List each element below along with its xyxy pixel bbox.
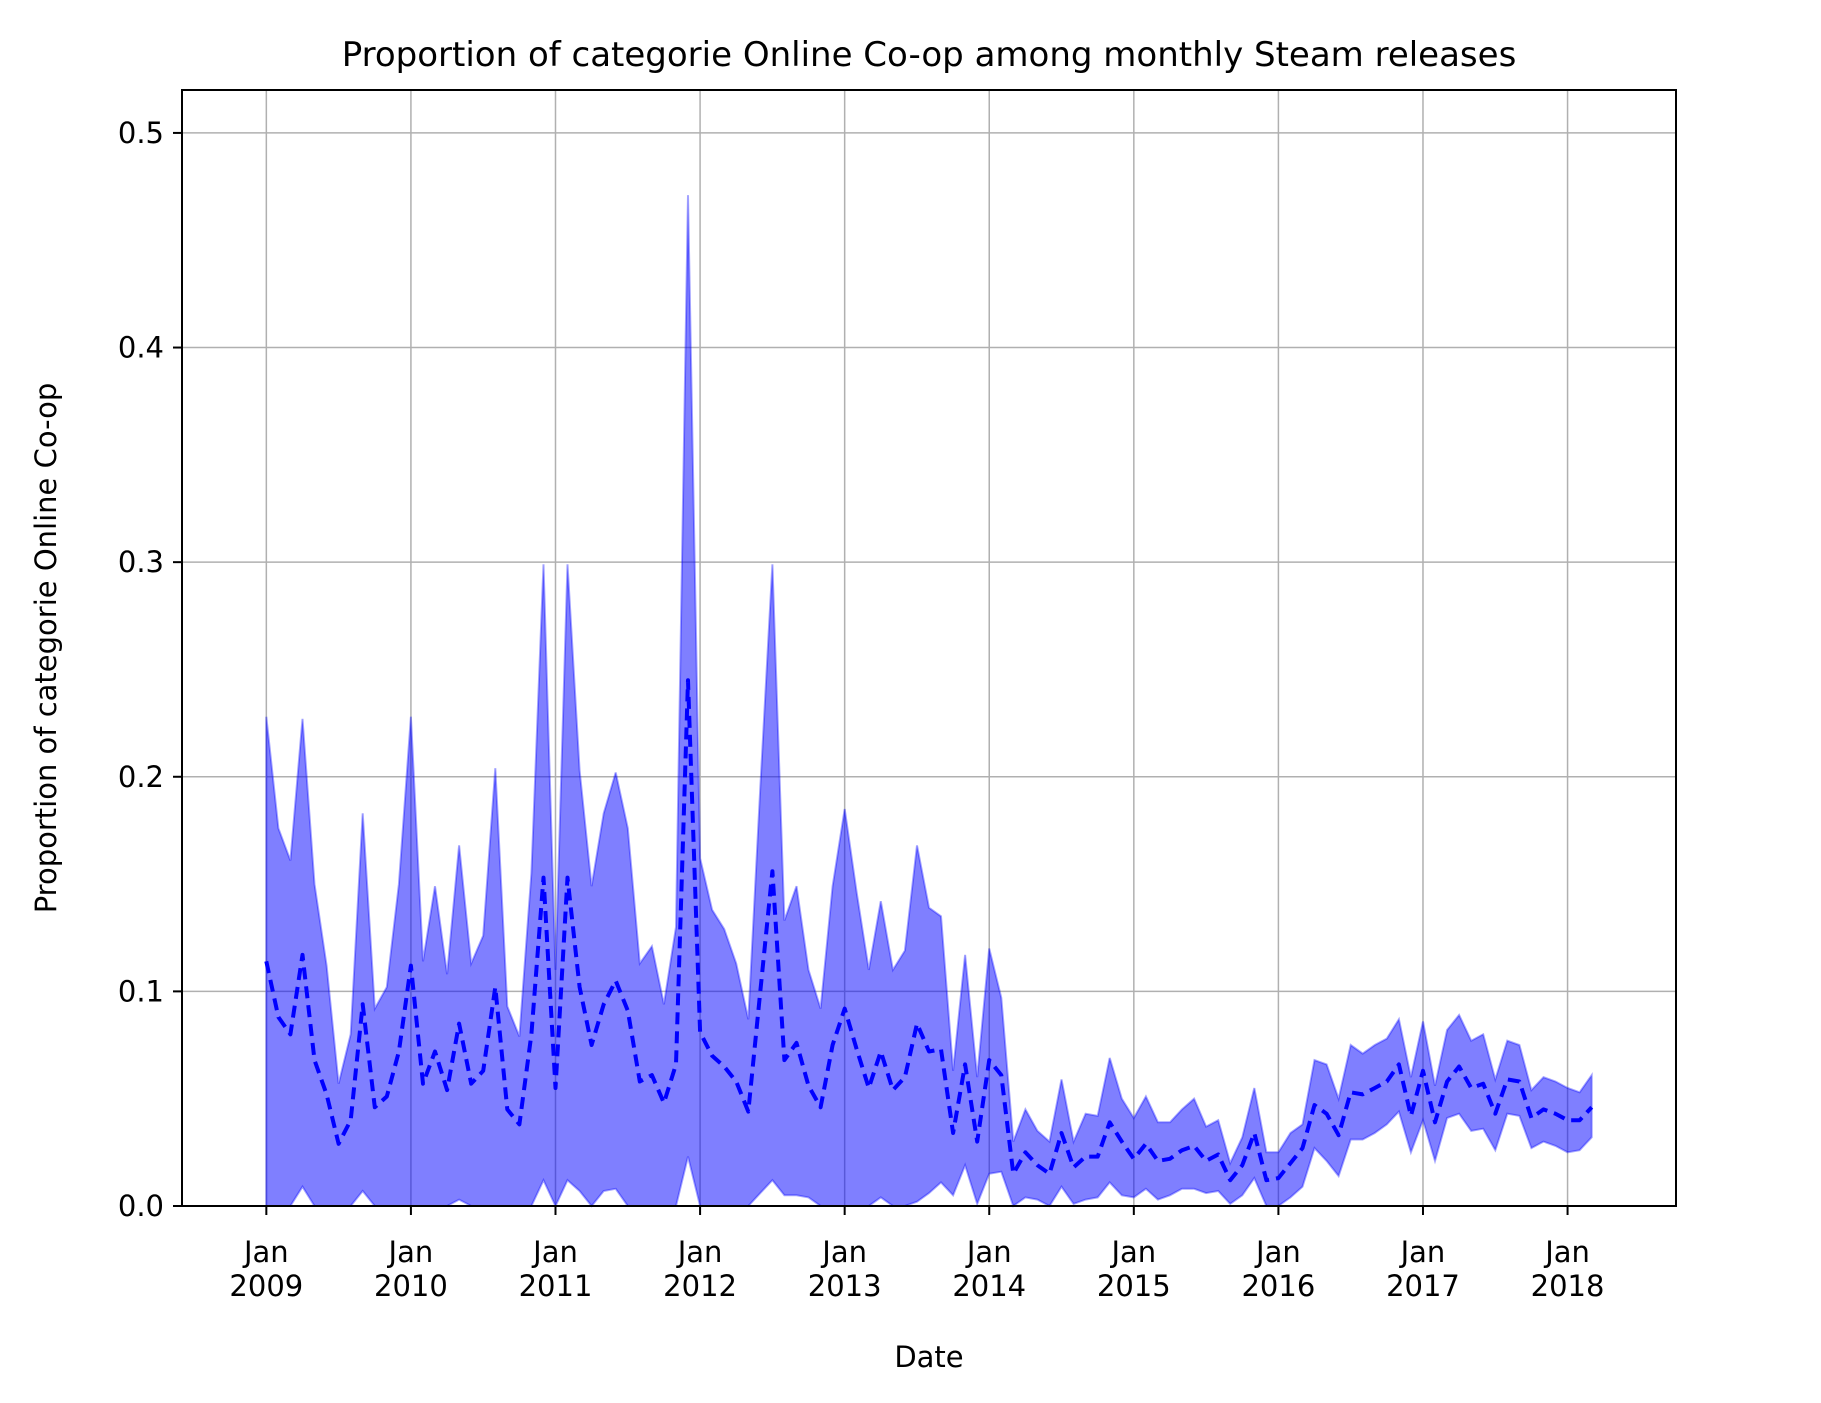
- chart-title: Proportion of categorie Online Co-op amo…: [342, 35, 1517, 75]
- y-tick-label: 0.0: [118, 1189, 164, 1223]
- plot-frame: [181, 89, 1677, 1207]
- proportion-line: [264, 678, 1594, 1183]
- x-tick-label: Jan 2013: [808, 1235, 882, 1303]
- x-tick-label: Jan 2010: [374, 1235, 448, 1303]
- x-axis-label: Date: [894, 1340, 963, 1374]
- y-axis-ticks: 0.0 0.1 0.2 0.3 0.4 0.5: [118, 116, 182, 1223]
- x-tick-label: Jan 2018: [1531, 1235, 1605, 1303]
- y-tick-label: 0.3: [118, 545, 164, 579]
- x-tick-label: Jan 2017: [1386, 1235, 1460, 1303]
- y-tick-label: 0.2: [118, 760, 164, 794]
- x-axis-ticks: Jan 2009 Jan 2010 Jan 2011 Jan 2012 Jan 2013 Jan 20…: [229, 1206, 1604, 1303]
- x-tick-label: Jan 2012: [663, 1235, 737, 1303]
- x-tick-label: Jan 2016: [1241, 1235, 1315, 1303]
- x-tick-label: Jan 2011: [519, 1235, 593, 1303]
- y-axis-label: Proportion of categorie Online Co-op: [29, 383, 63, 914]
- y-tick-label: 0.5: [118, 116, 164, 150]
- x-tick-label: Jan 2014: [952, 1235, 1026, 1303]
- proportion-dashed-line: [264, 678, 1594, 1183]
- y-tick-label: 0.1: [118, 974, 164, 1008]
- x-tick-label: Jan 2009: [229, 1235, 303, 1303]
- y-tick-label: 0.4: [118, 331, 164, 365]
- x-tick-label: Jan 2015: [1097, 1235, 1171, 1303]
